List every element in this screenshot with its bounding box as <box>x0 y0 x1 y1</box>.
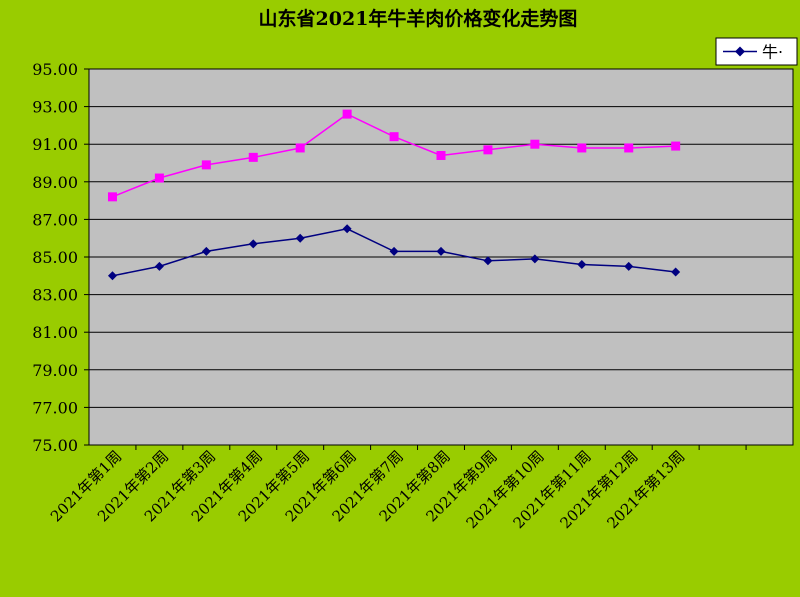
x-axis-tick-labels: 2021年第1周2021年第2周2021年第3周2021年第4周2021年第5周… <box>47 447 688 532</box>
y-tick-label: 83.00 <box>32 286 78 305</box>
y-tick-label: 89.00 <box>32 173 78 192</box>
series-2-point <box>624 143 634 153</box>
y-tick-label: 95.00 <box>32 60 78 79</box>
series-2-point <box>530 139 540 149</box>
series-1-point <box>154 261 164 271</box>
series-1-point <box>248 239 258 249</box>
series-2-point <box>248 152 258 162</box>
chart-title: 山东省2021年牛羊肉价格变化走势图 <box>259 7 578 30</box>
series-1-point <box>577 260 587 270</box>
series-2-point <box>577 143 587 153</box>
series-2-point <box>483 145 493 155</box>
y-tick-label: 87.00 <box>32 210 78 229</box>
y-tick-label: 91.00 <box>32 135 78 154</box>
series-2-point <box>154 173 164 183</box>
legend-label: 牛· <box>762 43 783 62</box>
series-1-point <box>483 256 493 266</box>
series-1-point <box>671 267 681 277</box>
series-2-point <box>342 109 352 119</box>
series-2-point <box>295 143 305 153</box>
series-layer <box>107 109 681 281</box>
series-1-point <box>342 224 352 234</box>
series-2-point <box>671 141 681 151</box>
series-1-point <box>624 261 634 271</box>
series-2-point <box>201 160 211 170</box>
series-1-point <box>530 254 540 264</box>
series-2-point <box>436 150 446 160</box>
series-2-point <box>389 132 399 142</box>
legend: 牛· <box>715 37 798 66</box>
y-tick-label: 93.00 <box>32 98 78 117</box>
y-tick-label: 81.00 <box>32 323 78 342</box>
y-tick-label: 77.00 <box>32 398 78 417</box>
series-2-point <box>107 192 117 202</box>
series-1-point <box>295 233 305 243</box>
y-axis-tick-labels: 75.00 77.00 79.00 81.00 83.00 85.00 87.00 89.00… <box>32 60 78 455</box>
y-tick-label: 85.00 <box>32 248 78 267</box>
y-tick-label: 79.00 <box>32 361 78 380</box>
series-1-point <box>389 246 399 256</box>
series-1-point <box>436 246 446 256</box>
legend-diamond-marker <box>735 46 745 57</box>
series-1-point <box>107 271 117 281</box>
y-tick-label: 75.00 <box>32 436 78 455</box>
series-1-point <box>201 246 211 256</box>
